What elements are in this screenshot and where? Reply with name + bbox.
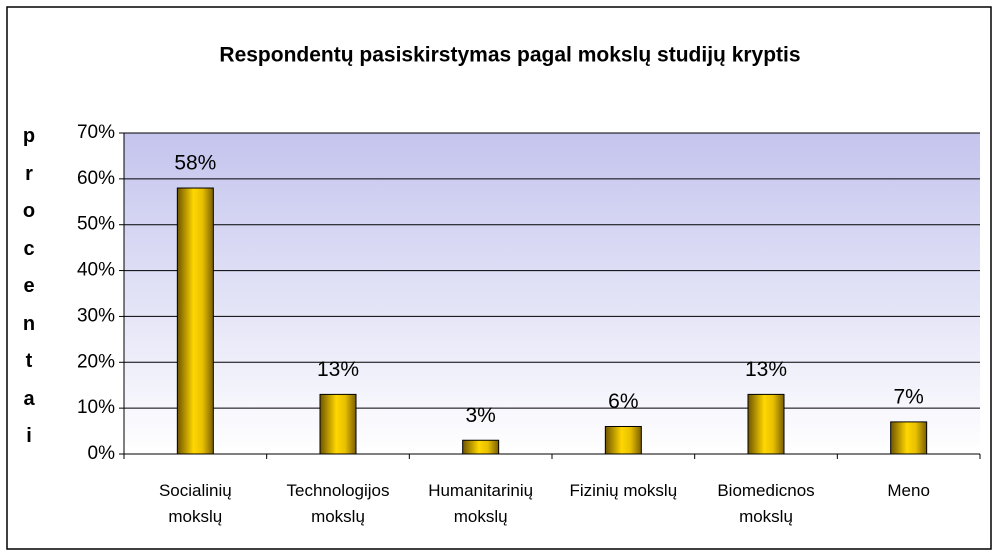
bar	[890, 421, 928, 455]
bar	[319, 393, 357, 455]
bar	[747, 393, 785, 455]
y-tick-label: 30%	[77, 305, 115, 326]
value-label: 3%	[465, 404, 495, 427]
x-tick-label: Socialinių mokslų	[158, 481, 232, 526]
y-axis-label: procentai	[22, 125, 36, 447]
x-tick-label: Meno	[887, 481, 930, 500]
y-tick-label: 0%	[88, 443, 116, 464]
x-tick-label: Biomedicnos mokslų	[717, 481, 815, 526]
y-tick-label: 70%	[77, 122, 115, 143]
value-label: 13%	[317, 358, 359, 381]
value-label: 13%	[745, 358, 787, 381]
value-label: 7%	[893, 385, 923, 408]
y-tick-label: 60%	[77, 168, 115, 189]
bar	[176, 187, 214, 455]
y-tick-label: 20%	[77, 351, 115, 372]
bar	[462, 439, 500, 455]
chart-title: Respondentų pasiskirstymas pagal mokslų …	[219, 44, 800, 67]
y-tick-label: 10%	[77, 397, 115, 418]
value-label: 58%	[174, 152, 216, 175]
bar	[604, 425, 642, 455]
value-label: 6%	[608, 390, 638, 413]
x-tick-label: Technologijos mokslų	[286, 481, 390, 526]
x-tick-label: Fizinių mokslų	[569, 481, 678, 500]
plot-area	[124, 133, 980, 454]
y-tick-label: 40%	[77, 260, 115, 281]
x-tick-label: Humanitarinių mokslų	[428, 481, 534, 526]
y-tick-label: 50%	[77, 214, 115, 235]
